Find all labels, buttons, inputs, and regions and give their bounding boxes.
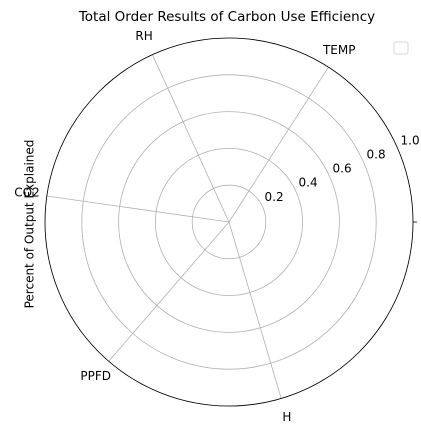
grid-spoke: [108, 221, 230, 362]
grid-spoke: [152, 54, 230, 223]
legend-box: [393, 41, 409, 55]
grid-circle: [81, 74, 377, 370]
y-axis-label: Percent of Output Explained: [23, 140, 37, 309]
r-tick-label: 0.8: [367, 148, 386, 162]
grid-spoke: [46, 195, 230, 223]
chart-title: Total Order Results of Carbon Use Effici…: [78, 9, 375, 25]
r-tick-label: 0.6: [333, 162, 352, 176]
grid-circle: [154, 147, 303, 296]
theta-tick-label: H: [282, 410, 291, 424]
grid-spoke: [228, 66, 329, 223]
theta-tick-label: PPFD: [80, 369, 111, 383]
theta-tick-label: CO2: [14, 186, 39, 200]
r-tick-label: 0.4: [299, 176, 318, 190]
grid-spoke: [228, 221, 282, 399]
r-tick-label: 1.0: [401, 133, 420, 147]
theta-tick-label: TEMP: [322, 43, 356, 57]
theta-tick-label: RH: [135, 29, 152, 43]
grid-circle: [118, 111, 340, 333]
grid-circle: [191, 184, 267, 260]
r-tick-label: 0.2: [265, 190, 284, 204]
